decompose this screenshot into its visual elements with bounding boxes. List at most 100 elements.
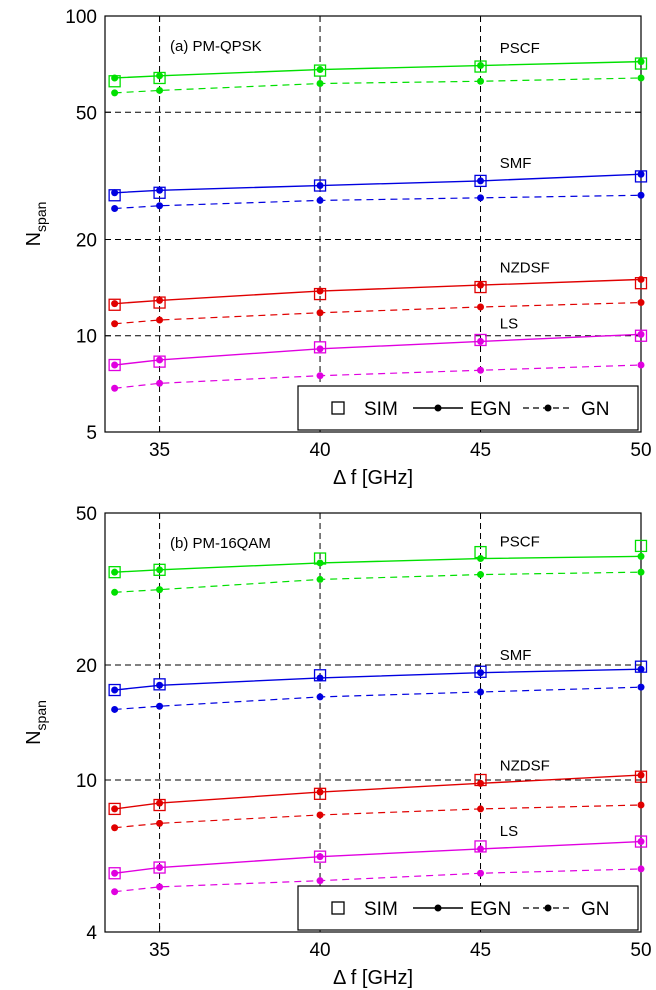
fiber-label: PSCF [500, 533, 540, 550]
sim-point [634, 770, 648, 783]
sim-point [634, 170, 648, 183]
egn-point [637, 170, 645, 178]
sim-point [108, 802, 121, 816]
egn-point [477, 62, 485, 70]
egn-point [156, 72, 164, 80]
sim-point [153, 355, 166, 368]
x-tick-label: 45 [470, 440, 491, 461]
sim-point [313, 787, 327, 800]
egn-point [637, 838, 645, 846]
fiber-label: PSCF [500, 40, 540, 57]
x-tick-label: 50 [630, 940, 651, 961]
legend-egn-label: EGN [470, 399, 511, 420]
egn-point [316, 182, 324, 190]
series-ls: LS [108, 316, 648, 392]
x-tick-label: 40 [309, 940, 330, 961]
sim-point [108, 683, 121, 697]
sim-point [474, 280, 487, 294]
sim-point [153, 296, 166, 309]
sim-point [108, 75, 121, 88]
gn-point [637, 299, 645, 307]
sim-point [634, 835, 648, 848]
series-nzdsf: NZDSF [108, 259, 648, 328]
egn-point [111, 300, 119, 308]
y-tick-label: 20 [76, 230, 97, 251]
gn-point [637, 191, 645, 199]
gn-point [316, 811, 324, 819]
sim-point [474, 773, 487, 787]
egn-point [111, 686, 119, 694]
egn-point [156, 186, 164, 194]
sim-point [313, 669, 327, 682]
panel-a: 35 40 45 50 5 10 20 50 100 Δ f [GHz] Nspan (a) PM-Q… [23, 7, 652, 489]
egn-line [114, 173, 642, 194]
egn-point [477, 281, 485, 289]
gn-point [156, 202, 164, 210]
sim-point [313, 287, 327, 301]
sim-point [634, 539, 648, 553]
egn-point [637, 552, 645, 560]
fiber-label: LS [500, 316, 518, 333]
gn-point [637, 865, 645, 873]
egn-point [156, 296, 164, 304]
egn-line [114, 555, 642, 573]
panel-label: (a) PM-QPSK [170, 38, 262, 55]
gn-line [114, 804, 642, 829]
y-tick-label: 20 [76, 656, 97, 677]
egn-point [637, 330, 645, 338]
series-pscf: PSCF [108, 40, 648, 97]
sim-point [153, 71, 166, 85]
gn-point [477, 366, 485, 374]
gn-point [637, 568, 645, 576]
y-tick-label: 50 [76, 504, 97, 525]
egn-point [111, 869, 119, 877]
sim-point [153, 798, 166, 812]
egn-point [477, 177, 485, 185]
gn-line [114, 686, 642, 711]
sim-point [313, 552, 327, 565]
gn-line [114, 571, 642, 593]
egn-line [114, 668, 642, 691]
series-nzdsf: NZDSF [108, 757, 648, 832]
plot-frame [104, 512, 642, 933]
legend-sim-label: SIM [364, 399, 398, 420]
gn-point [111, 888, 119, 896]
gn-point [156, 819, 164, 827]
gn-point [637, 74, 645, 82]
gn-point [316, 196, 324, 204]
plot-frame [104, 15, 642, 433]
x-tick-label: 35 [149, 940, 170, 961]
sim-point [313, 64, 327, 77]
x-axis-label: Δ f [GHz] [333, 967, 413, 989]
sim-point [313, 179, 327, 192]
egn-point [637, 58, 645, 66]
panel-label: (b) PM-16QAM [170, 535, 271, 552]
egn-line [114, 278, 642, 305]
egn-point [111, 189, 119, 197]
panel-b: 35 40 45 50 4 10 20 50 Δ f [GHz] Nspan (b) PM-16QA… [23, 504, 652, 989]
gn-point [477, 805, 485, 813]
sim-point [153, 861, 166, 874]
gn-point [156, 316, 164, 324]
gn-point [477, 571, 485, 579]
y-tick-label: 10 [76, 771, 97, 792]
gn-point [316, 309, 324, 317]
egn-point [156, 681, 164, 689]
x-axis-label: Δ f [GHz] [333, 467, 413, 489]
gn-point [477, 303, 485, 311]
fiber-label: NZDSF [500, 259, 550, 276]
gn-point [156, 883, 164, 891]
gn-point [111, 384, 119, 392]
legend-egn-marker [434, 904, 442, 912]
legend: SIM EGN GN [297, 885, 639, 931]
gn-point [637, 801, 645, 809]
fiber-label: SMF [500, 647, 532, 664]
series-smf: SMF [108, 155, 648, 213]
y-tick-label: 5 [86, 423, 97, 444]
fiber-label: NZDSF [500, 757, 550, 774]
gn-point [477, 688, 485, 696]
egn-point [637, 665, 645, 673]
sim-point [108, 358, 121, 372]
egn-point [477, 845, 485, 853]
